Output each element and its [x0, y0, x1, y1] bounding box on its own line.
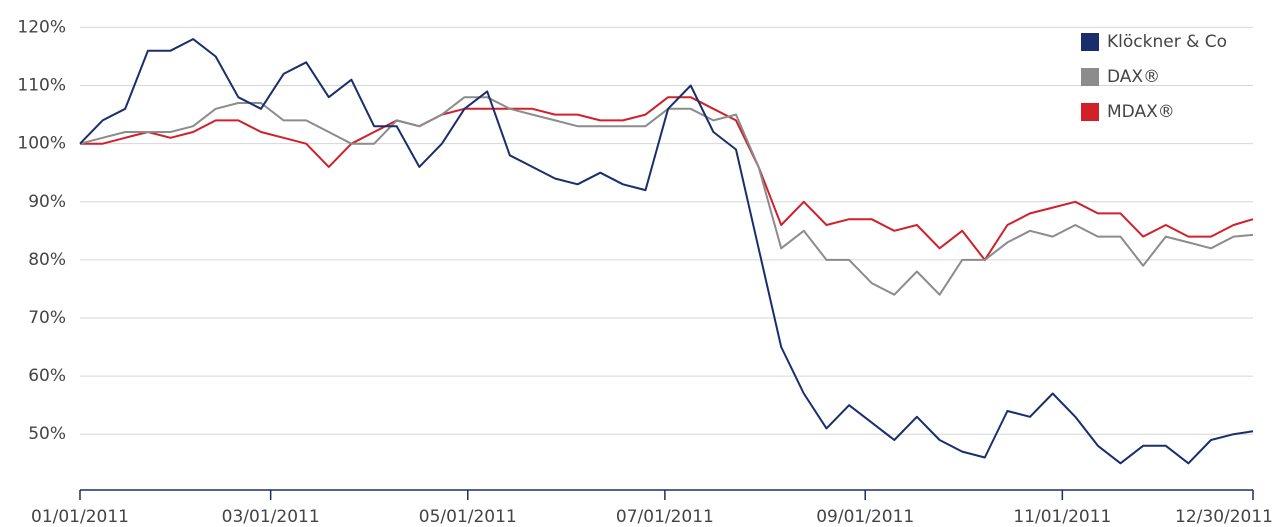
y-tick-label: 120%	[17, 17, 66, 37]
series-line	[80, 96, 1254, 261]
y-tick-label: 90%	[28, 192, 66, 212]
y-tick-label: 70%	[28, 308, 66, 328]
y-tick-label: 100%	[17, 134, 66, 154]
legend-swatch	[1081, 68, 1099, 86]
x-tick-label: 09/01/2011	[816, 507, 914, 527]
x-tick-label: 07/01/2011	[616, 507, 714, 527]
legend-swatch	[1081, 103, 1099, 121]
x-tick-label: 12/30/2011	[1175, 507, 1273, 527]
x-tick-label: 11/01/2011	[1013, 507, 1111, 527]
legend-label: DAX®	[1107, 67, 1160, 87]
legend-label: Klöckner & Co	[1107, 32, 1227, 52]
y-tick-label: 110%	[17, 76, 66, 96]
y-tick-label: 80%	[28, 250, 66, 270]
legend-label: MDAX®	[1107, 102, 1175, 122]
x-tick-label: 03/01/2011	[222, 507, 320, 527]
x-tick-label: 05/01/2011	[419, 507, 517, 527]
x-tick-label: 01/01/2011	[31, 507, 129, 527]
series-line	[79, 38, 1254, 465]
y-tick-label: 50%	[28, 424, 66, 444]
series-line	[79, 96, 1254, 296]
legend-swatch	[1081, 33, 1099, 51]
y-tick-label: 60%	[28, 366, 66, 386]
